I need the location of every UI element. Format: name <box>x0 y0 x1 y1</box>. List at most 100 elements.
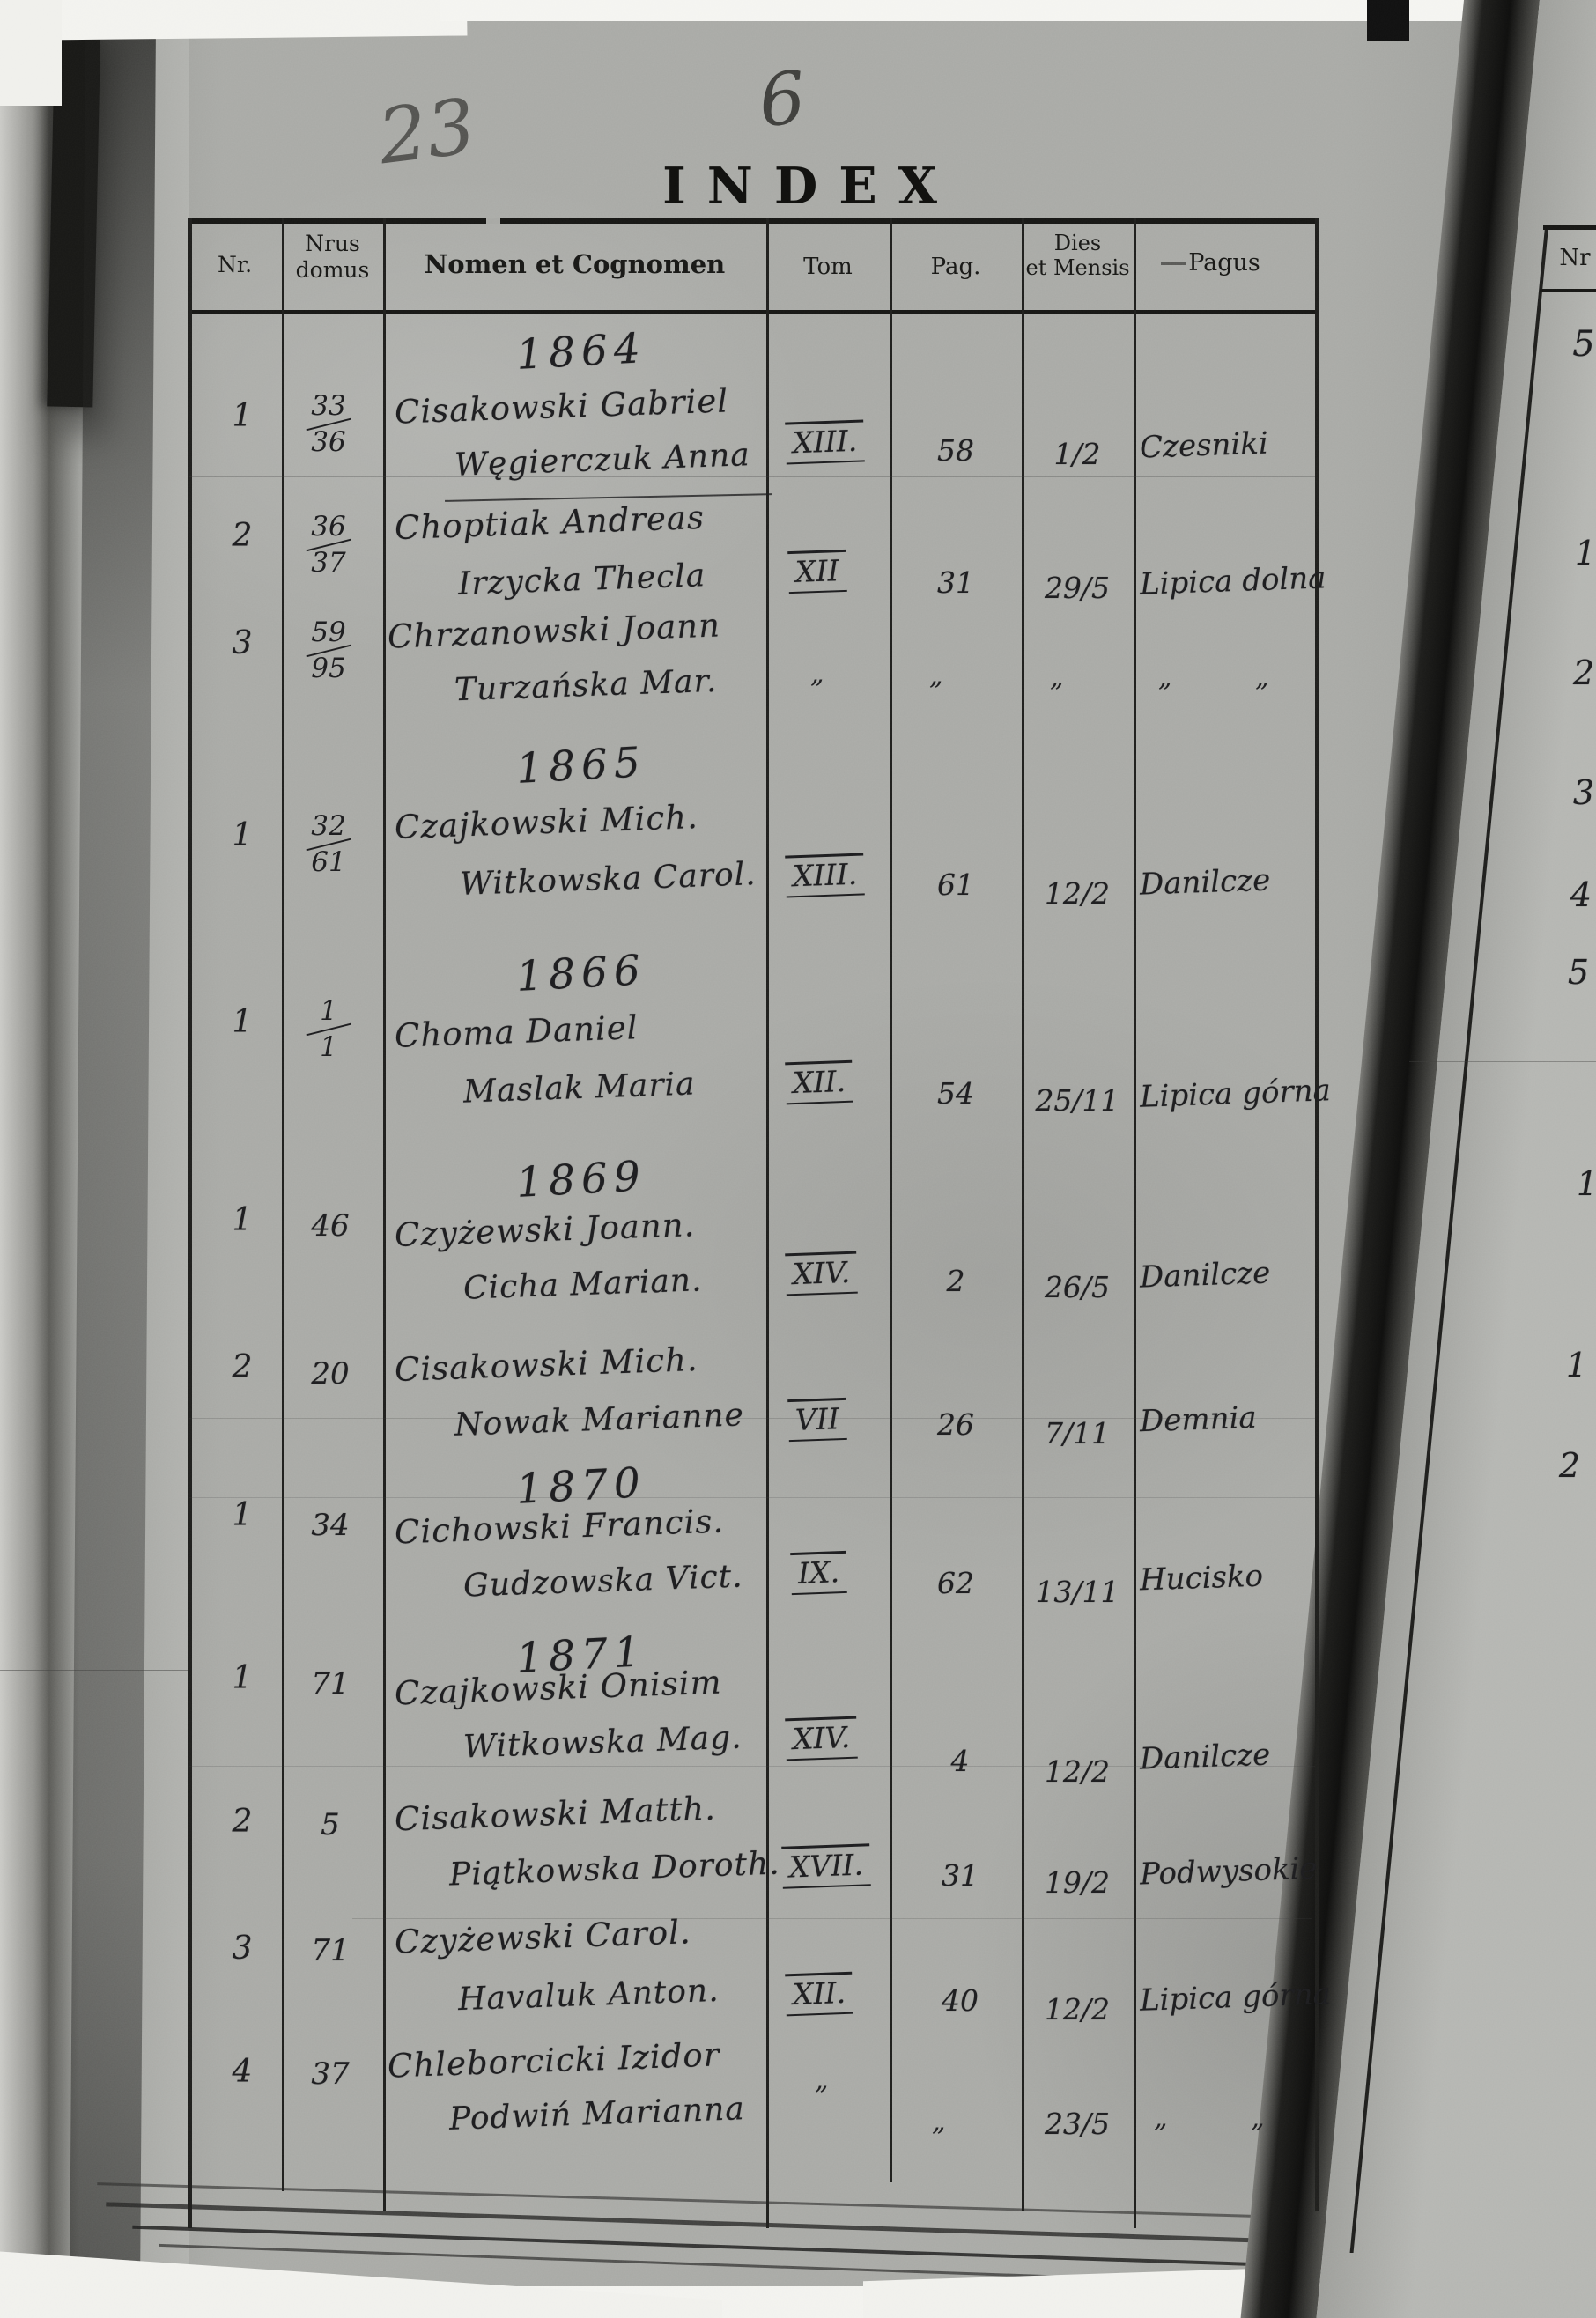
header-nomen-et-cognomen: Nomen et Cognomen <box>424 249 726 279</box>
scan-margin-top-left <box>0 0 468 41</box>
right-page-scratch <box>1409 1061 1596 1062</box>
page-title: INDEX <box>662 157 958 216</box>
right-page-number: 3 <box>1572 773 1595 812</box>
record-number: 1 <box>232 398 253 434</box>
pag-value: 2 <box>946 1264 965 1298</box>
pag-value: 54 <box>937 1076 974 1111</box>
ditto-mark: „ „ <box>1158 662 1269 693</box>
date-value: 7/11 <box>1044 1416 1111 1451</box>
tom-value: XII. <box>785 1059 853 1105</box>
record-number: 2 <box>232 1349 253 1385</box>
record-number: 1 <box>232 817 253 853</box>
pag-value: 26 <box>937 1407 974 1442</box>
right-page-header-underline <box>1540 289 1596 292</box>
tom-value: XIV. <box>785 1251 858 1296</box>
right-page-number: 2 <box>1558 1446 1581 1485</box>
right-page-number: 2 <box>1572 653 1595 692</box>
house-number-bottom: 61 <box>311 845 346 878</box>
village-value: Danilcze <box>1139 862 1271 903</box>
right-page-top-border <box>1543 225 1596 230</box>
date-value: 23/5 <box>1044 2107 1111 2141</box>
pag-value: 31 <box>937 565 974 600</box>
record-number: 2 <box>232 1804 253 1840</box>
house-number: 37 <box>311 2056 350 2092</box>
pag-value: 62 <box>937 1566 974 1600</box>
house-number: 34 <box>311 1508 350 1543</box>
ditto-mark: „ <box>810 659 824 690</box>
house-number: 59 95 <box>291 618 366 683</box>
date-value: 13/11 <box>1035 1575 1119 1609</box>
house-number: 46 <box>311 1208 350 1244</box>
pencil-annotation-number: 23 <box>373 82 481 182</box>
tom-value: VII <box>787 1397 847 1443</box>
house-number-top: 32 <box>311 810 346 842</box>
pag-value: 4 <box>950 1744 970 1778</box>
village-value: Hucisko <box>1139 1558 1264 1598</box>
row-hairline <box>189 476 1315 477</box>
village-value: Lipica górna <box>1139 1073 1332 1115</box>
pag-value: 40 <box>942 1983 979 2018</box>
house-number: 32 61 <box>291 812 366 876</box>
village-value: Danilcze <box>1139 1255 1271 1296</box>
house-number-bottom: 36 <box>311 425 346 458</box>
tom-value: XVII. <box>781 1843 871 1889</box>
pencil-annotation-letter: 6 <box>755 55 809 144</box>
village-value: Lipica górna <box>1139 1976 1332 2019</box>
tom-value: XII. <box>785 1971 853 2017</box>
scan-margin-top <box>440 0 1596 21</box>
house-number-bottom: 95 <box>311 652 346 684</box>
record-number: 3 <box>232 1930 253 1967</box>
date-value: 12/2 <box>1044 876 1111 911</box>
header-nrus-domus: Nrus domus <box>295 231 370 283</box>
right-page-number: 1 <box>1576 1164 1596 1203</box>
record-number: 4 <box>232 2054 253 2090</box>
black-tab-top <box>1367 0 1409 41</box>
house-number: 5 <box>321 1807 340 1842</box>
date-value: 1/2 <box>1053 437 1101 471</box>
header-dies-et-mensis: Dies et Mensis <box>1025 231 1130 281</box>
tom-value: IX. <box>790 1550 847 1596</box>
tom-value: XIII. <box>785 853 865 898</box>
column-divider <box>282 218 284 2191</box>
record-number: 3 <box>232 625 253 661</box>
village-value: Czesniki <box>1139 425 1269 466</box>
right-page-number: 5 <box>1572 324 1595 365</box>
table-top-border <box>188 218 1319 224</box>
right-page-nr-header: Nr <box>1559 245 1591 271</box>
house-number-top: 1 <box>320 995 337 1027</box>
ditto-mark: „ <box>929 661 943 691</box>
right-page-number: 1 <box>1574 534 1596 572</box>
ditto-mark: „ <box>1050 662 1064 693</box>
header-nr: Nr. <box>217 252 253 277</box>
village-value: Demnia <box>1139 1399 1258 1440</box>
house-number: 71 <box>311 1666 350 1702</box>
house-number: 1 1 <box>291 997 366 1061</box>
right-page-number: 5 <box>1567 953 1590 992</box>
header-tom: Tom <box>803 254 853 280</box>
record-number: 1 <box>232 1004 253 1040</box>
margin-scratch <box>0 1670 188 1671</box>
house-number: 36 37 <box>291 513 366 577</box>
date-value: 12/2 <box>1044 1992 1111 2026</box>
header-bottom-border <box>188 310 1319 314</box>
date-value: 26/5 <box>1044 1270 1111 1304</box>
column-divider <box>766 218 769 2228</box>
house-number-top: 59 <box>311 616 346 648</box>
right-page-number: 1 <box>1565 1346 1588 1384</box>
house-number-top: 33 <box>311 390 346 422</box>
house-number-bottom: 37 <box>311 546 346 579</box>
ditto-mark: „ <box>815 2065 829 2096</box>
record-number: 1 <box>232 1660 253 1696</box>
house-number: 33 36 <box>291 392 366 456</box>
column-divider <box>1134 218 1136 2228</box>
right-page-number: 4 <box>1570 875 1592 914</box>
date-value: 19/2 <box>1044 1865 1111 1900</box>
record-number: 1 <box>232 1497 253 1533</box>
table-border-right <box>1315 218 1319 2211</box>
date-value: 12/2 <box>1044 1754 1111 1789</box>
pag-value: 31 <box>942 1858 979 1893</box>
table-border-left <box>188 218 192 2228</box>
scan-margin-corner <box>0 0 62 106</box>
house-number: 71 <box>311 1933 350 1968</box>
